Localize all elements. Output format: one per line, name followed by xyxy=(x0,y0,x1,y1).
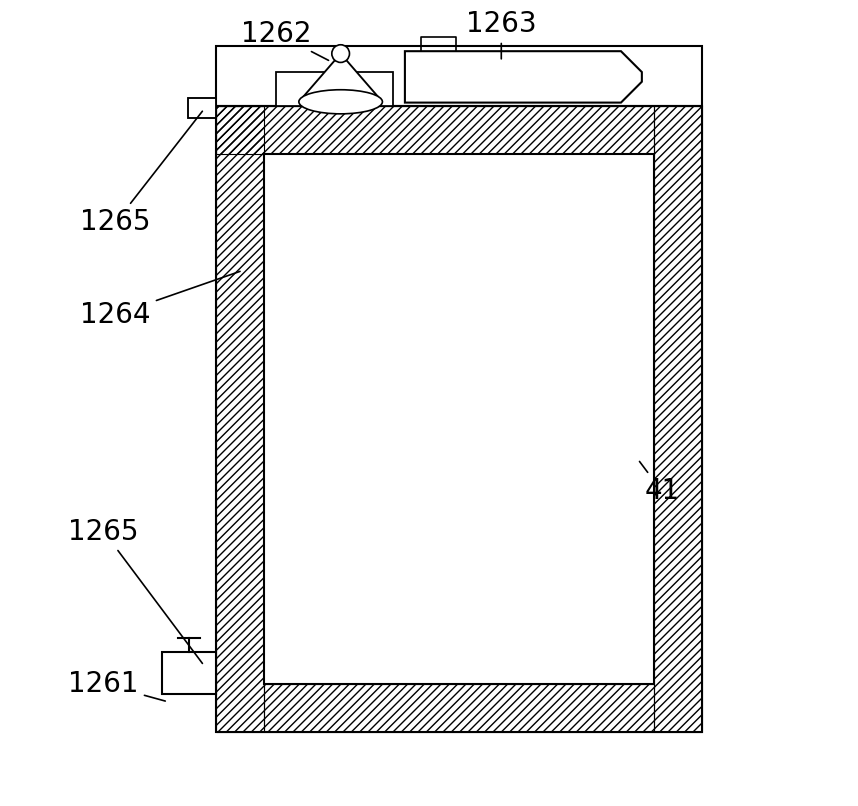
Circle shape xyxy=(332,45,349,62)
Polygon shape xyxy=(405,52,642,102)
Bar xyxy=(216,106,264,733)
Bar xyxy=(264,154,654,684)
Text: 1265: 1265 xyxy=(69,517,202,663)
Bar xyxy=(216,106,702,733)
Bar xyxy=(216,46,702,106)
Bar xyxy=(654,106,702,733)
Bar xyxy=(276,72,393,106)
Polygon shape xyxy=(299,53,383,102)
Ellipse shape xyxy=(299,89,383,114)
Bar xyxy=(216,106,654,154)
Text: 1264: 1264 xyxy=(81,272,240,329)
Text: 1263: 1263 xyxy=(466,10,536,59)
Text: 41: 41 xyxy=(639,462,680,505)
Text: 1265: 1265 xyxy=(81,111,202,236)
Text: 1261: 1261 xyxy=(69,670,166,701)
Bar xyxy=(264,684,654,733)
Text: 1262: 1262 xyxy=(241,19,329,60)
Bar xyxy=(162,652,216,694)
Bar xyxy=(188,98,216,118)
